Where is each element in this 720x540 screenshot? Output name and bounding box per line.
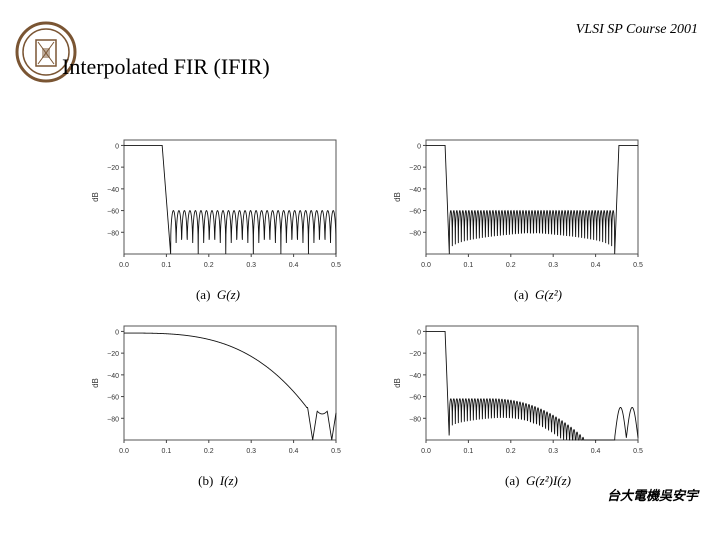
plot-b-iz: 0 −20 −40 −60 −80 0.0 0.1 0.2 0.3 0.4 0.5 dB: [88, 318, 358, 463]
x-tick-label: 0.3: [548, 262, 558, 269]
course-header: VLSI SP Course 2001: [575, 22, 698, 37]
caption-b-iz: (b) I(z): [148, 473, 288, 489]
y-tick-label: −20: [107, 351, 119, 358]
page-title: Interpolated FIR (IFIR): [62, 54, 270, 79]
x-tick-label: 0.0: [119, 448, 129, 455]
y-tick-label: −60: [409, 209, 421, 216]
x-tick-label: 0.5: [633, 262, 643, 269]
y-tick-label: 0: [115, 143, 119, 150]
y-tick-label: 0: [115, 329, 119, 336]
y-tick-label: −80: [107, 416, 119, 423]
y-tick-label: −60: [409, 395, 421, 402]
y-axis-label: dB: [393, 378, 402, 388]
y-tick-label: −60: [107, 209, 119, 216]
x-tick-label: 0.2: [506, 262, 516, 269]
caption-func: G(z): [216, 287, 241, 302]
chart-gz: 0 −20 −40 −60 −80 0.0 0.1 0.2 0.3 0.4 0.5 dB: [91, 139, 341, 269]
plot-a-gz2iz: 0 −20 −40 −60 −80 0.0 0.1 0.2 0.3 0.4 0.5 dB: [390, 318, 660, 463]
x-tick-label: 0.5: [331, 448, 341, 455]
x-tick-label: 0.3: [246, 448, 256, 455]
x-tick-label: 0.0: [119, 262, 129, 269]
y-tick-label: −40: [107, 187, 119, 194]
caption-func: G(z²): [534, 287, 562, 302]
caption-func: G(z²)I(z): [525, 473, 571, 488]
caption-prefix: (a): [514, 287, 529, 302]
caption-func: I(z): [219, 473, 238, 488]
x-tick-label: 0.4: [289, 448, 299, 455]
x-tick-label: 0.2: [204, 448, 214, 455]
y-tick-label: −80: [107, 230, 119, 237]
caption-prefix: (a): [505, 473, 520, 488]
x-tick-label: 0.1: [464, 262, 474, 269]
plot-frame: [123, 325, 337, 441]
caption-a-gz: (a) G(z): [148, 287, 288, 303]
y-tick-label: −80: [409, 230, 421, 237]
x-tick-label: 0.3: [548, 448, 558, 455]
caption-prefix: (a): [195, 287, 211, 302]
plot-frame: [123, 139, 337, 255]
y-tick-label: −40: [409, 187, 421, 194]
caption-prefix: (b): [198, 473, 214, 488]
plot-a-gz: 0 −20 −40 −60 −80 0.0 0.1 0.2 0.3 0.4 0.5 dB: [88, 132, 358, 277]
y-tick-label: −80: [409, 416, 421, 423]
response-curve: [426, 144, 638, 255]
plot-a-gz2: 0 −20 −40 −60 −80 0.0 0.1 0.2 0.3 0.4 0.5 dB: [390, 132, 660, 277]
x-tick-label: 0.2: [506, 448, 516, 455]
university-seal-logo: [15, 21, 77, 83]
footer-author: 台大電機吳安宇: [606, 488, 698, 503]
y-tick-label: −20: [409, 351, 421, 358]
x-tick-label: 0.1: [162, 448, 172, 455]
x-tick-label: 0.3: [246, 262, 256, 269]
chart-gz2: 0 −20 −40 −60 −80 0.0 0.1 0.2 0.3 0.4 0.5 dB: [393, 139, 643, 269]
x-tick-label: 0.5: [633, 448, 643, 455]
x-tick-label: 0.2: [204, 262, 214, 269]
y-tick-label: −40: [409, 373, 421, 380]
y-axis-label: dB: [91, 192, 100, 202]
y-tick-label: −20: [107, 165, 119, 172]
caption-a-gz2iz: (a) G(z²)I(z): [468, 473, 608, 489]
y-axis-label: dB: [91, 378, 100, 388]
x-tick-label: 0.0: [421, 262, 431, 269]
chart-iz: 0 −20 −40 −60 −80 0.0 0.1 0.2 0.3 0.4 0.5 dB: [91, 325, 341, 455]
x-tick-label: 0.5: [331, 262, 341, 269]
y-tick-label: 0: [417, 143, 421, 150]
x-tick-label: 0.0: [421, 448, 431, 455]
x-tick-label: 0.4: [289, 262, 299, 269]
y-tick-label: −60: [107, 395, 119, 402]
chart-gz2iz: 0 −20 −40 −60 −80 0.0 0.1 0.2 0.3 0.4 0.5 dB: [393, 325, 643, 455]
x-tick-label: 0.4: [591, 448, 601, 455]
response-curve: [124, 332, 337, 441]
y-tick-label: −20: [409, 165, 421, 172]
plot-frame: [425, 325, 639, 441]
x-tick-label: 0.1: [162, 262, 172, 269]
response-curve: [426, 330, 639, 441]
response-curve: [124, 144, 337, 255]
y-tick-label: 0: [417, 329, 421, 336]
y-tick-label: −40: [107, 373, 119, 380]
plot-frame: [425, 139, 639, 255]
caption-a-gz2: (a) G(z²): [468, 287, 608, 303]
x-tick-label: 0.4: [591, 262, 601, 269]
y-axis-label: dB: [393, 192, 402, 202]
x-tick-label: 0.1: [464, 448, 474, 455]
